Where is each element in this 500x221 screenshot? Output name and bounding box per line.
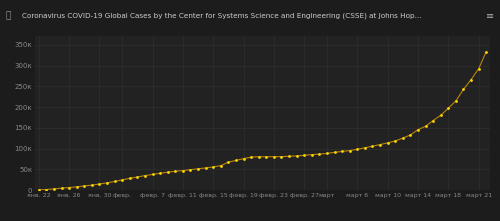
Point [35, 188, 43, 192]
Point [247, 155, 255, 159]
Point [436, 114, 444, 117]
Point [414, 128, 422, 131]
Point [103, 181, 111, 185]
Point [148, 173, 156, 176]
Text: 🛡: 🛡 [6, 11, 12, 21]
Point [429, 119, 437, 122]
Point [292, 154, 300, 158]
Point [300, 154, 308, 157]
Point [58, 186, 66, 190]
Point [482, 50, 490, 53]
Point [96, 182, 104, 186]
Point [50, 187, 58, 191]
Point [323, 152, 331, 155]
Point [141, 174, 149, 177]
Point [278, 155, 285, 158]
Text: ≡: ≡ [486, 11, 494, 21]
Point [262, 155, 270, 158]
Point [232, 159, 240, 162]
Point [88, 183, 96, 187]
Point [285, 154, 293, 158]
Point [126, 177, 134, 180]
Point [134, 175, 141, 179]
Point [399, 136, 407, 140]
Text: Coronavirus COVID-19 Global Cases by the Center for Systems Science and Engineer: Coronavirus COVID-19 Global Cases by the… [22, 13, 422, 19]
Point [156, 171, 164, 175]
Point [346, 149, 354, 152]
Point [460, 88, 468, 91]
Point [240, 157, 248, 160]
Point [217, 164, 225, 168]
Point [186, 168, 194, 171]
Point [467, 78, 475, 81]
Point [338, 150, 346, 153]
Point [308, 153, 316, 156]
Point [376, 143, 384, 146]
Point [164, 170, 172, 174]
Point [42, 188, 50, 191]
Point [354, 148, 362, 151]
Point [384, 141, 392, 145]
Point [110, 180, 118, 183]
Point [80, 184, 88, 188]
Point [65, 186, 73, 189]
Point [444, 107, 452, 110]
Point [316, 152, 324, 156]
Point [330, 151, 338, 154]
Point [224, 160, 232, 164]
Point [202, 166, 209, 170]
Point [368, 145, 376, 148]
Point [118, 178, 126, 182]
Point [209, 165, 217, 169]
Point [422, 125, 430, 128]
Point [254, 155, 262, 158]
Point [179, 169, 187, 172]
Point [72, 185, 80, 189]
Point [406, 133, 414, 137]
Point [361, 146, 369, 150]
Point [270, 155, 278, 158]
Point [474, 67, 482, 70]
Point [452, 99, 460, 103]
Point [391, 139, 399, 143]
Point [194, 167, 202, 171]
Point [172, 170, 179, 173]
